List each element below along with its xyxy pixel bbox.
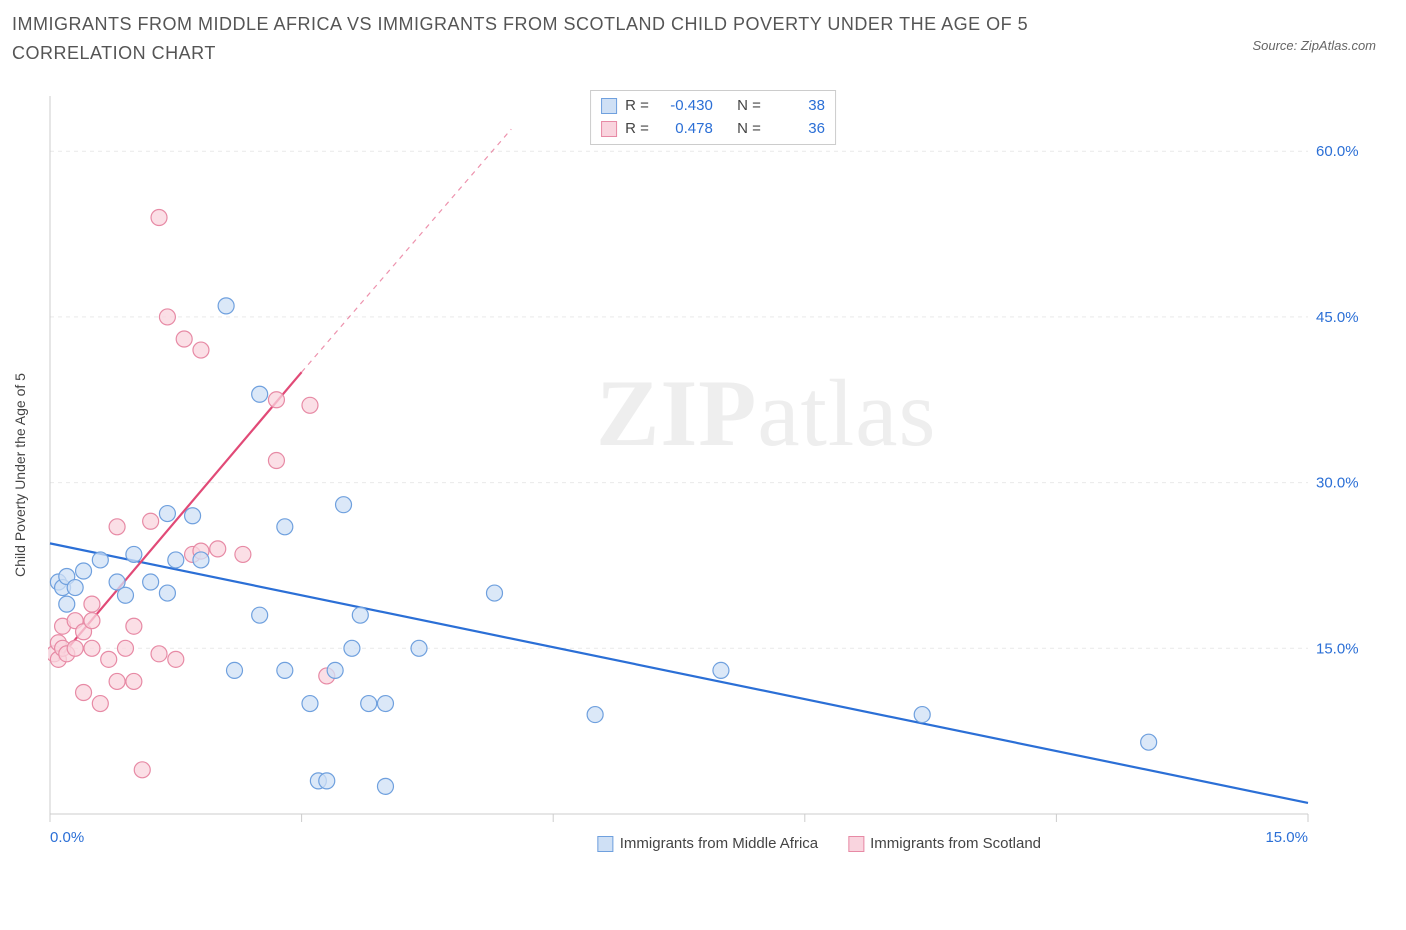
n-label-2: N = [737, 118, 761, 141]
n-value-2: 36 [769, 118, 825, 141]
svg-text:15.0%: 15.0% [1265, 829, 1308, 846]
chart-area: Child Poverty Under the Age of 5 ZIPatla… [48, 90, 1378, 860]
swatch-scotland-bottom [848, 836, 864, 852]
scatter-plot-svg: 15.0% 30.0% 45.0% 60.0% 0.0% 15.0% [48, 90, 1378, 860]
legend-stats-row-1: R = -0.430 N = 38 [601, 95, 825, 118]
bottom-legend: Immigrants from Middle Africa Immigrants… [598, 835, 1041, 852]
svg-text:30.0%: 30.0% [1316, 475, 1359, 492]
r-label-2: R = [625, 118, 649, 141]
legend-label-scotland: Immigrants from Scotland [870, 835, 1041, 852]
r-value-2: 0.478 [657, 118, 713, 141]
svg-text:45.0%: 45.0% [1316, 309, 1359, 326]
source-attribution: Source: ZipAtlas.com [1252, 38, 1376, 53]
n-value-1: 38 [769, 95, 825, 118]
svg-text:60.0%: 60.0% [1316, 143, 1359, 160]
header-row: IMMIGRANTS FROM MIDDLE AFRICA VS IMMIGRA… [0, 0, 1406, 68]
r-label-1: R = [625, 95, 649, 118]
r-value-1: -0.430 [657, 95, 713, 118]
swatch-middle-africa [601, 98, 617, 114]
legend-stats-row-2: R = 0.478 N = 36 [601, 118, 825, 141]
legend-stats-box: R = -0.430 N = 38 R = 0.478 N = 36 [590, 90, 836, 145]
svg-text:0.0%: 0.0% [50, 829, 84, 846]
legend-label-middle-africa: Immigrants from Middle Africa [620, 835, 818, 852]
legend-item-scotland: Immigrants from Scotland [848, 835, 1041, 852]
chart-title: IMMIGRANTS FROM MIDDLE AFRICA VS IMMIGRA… [12, 10, 1112, 68]
swatch-middle-africa-bottom [598, 836, 614, 852]
swatch-scotland [601, 121, 617, 137]
svg-text:15.0%: 15.0% [1316, 640, 1359, 657]
legend-item-middle-africa: Immigrants from Middle Africa [598, 835, 818, 852]
y-axis-label: Child Poverty Under the Age of 5 [12, 373, 28, 577]
n-label-1: N = [737, 95, 761, 118]
